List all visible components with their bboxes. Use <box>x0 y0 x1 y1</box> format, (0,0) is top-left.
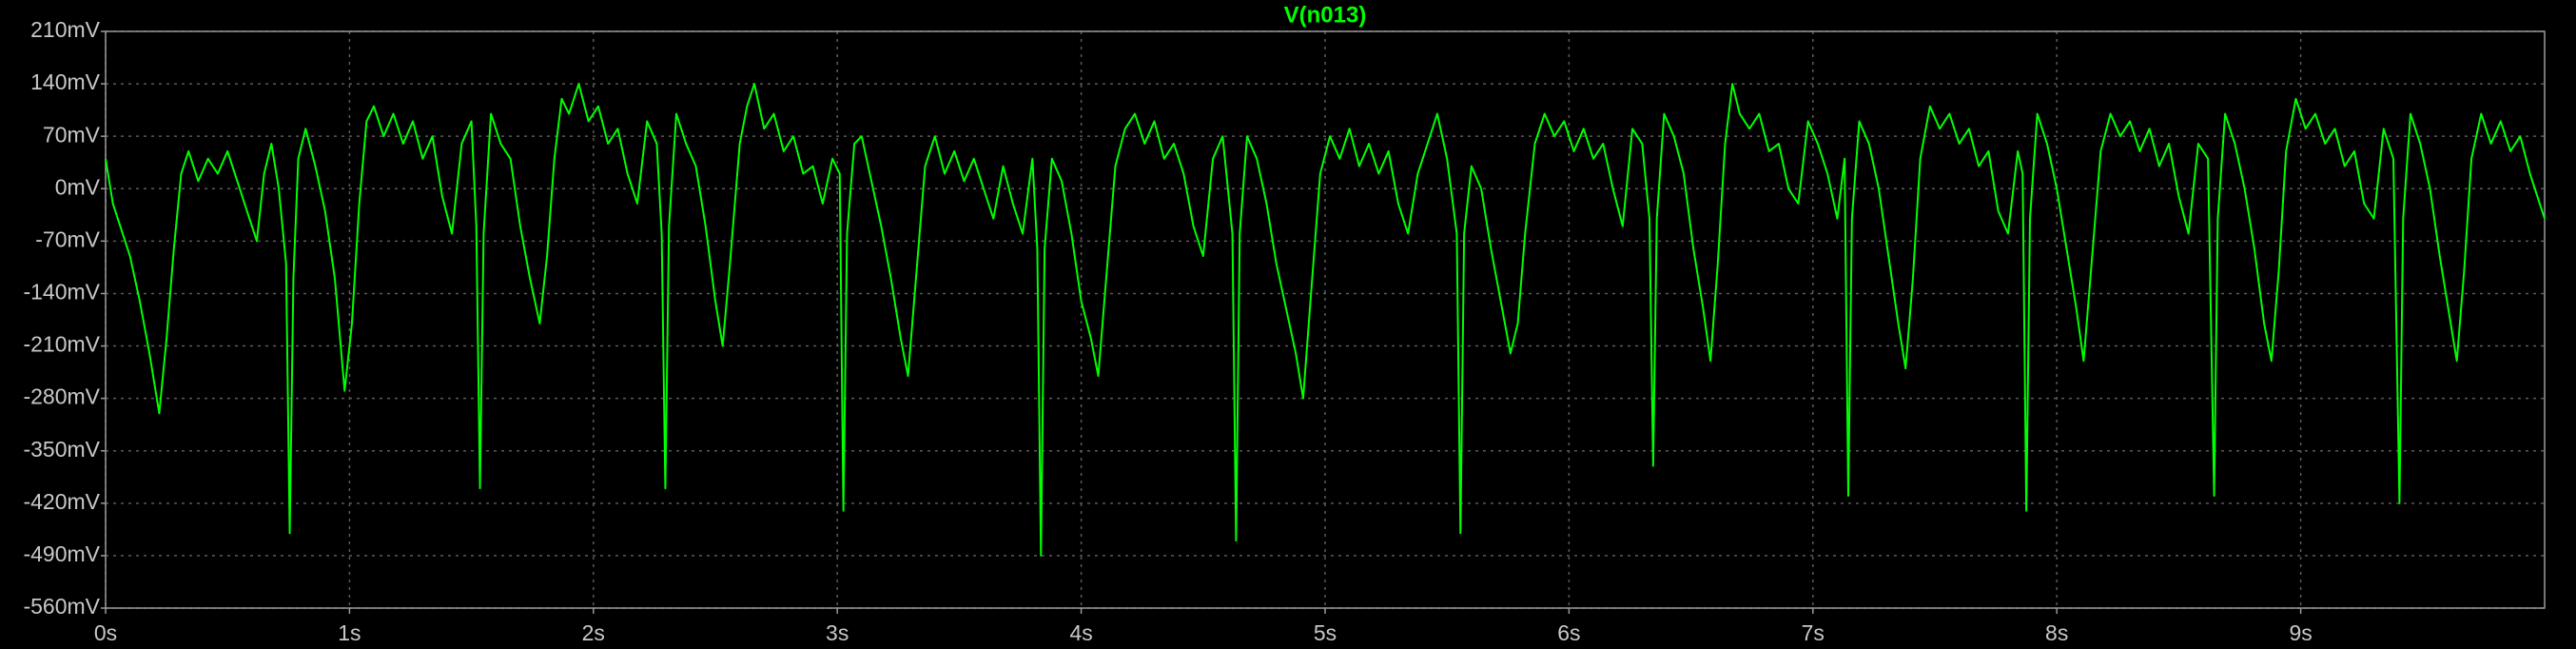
y-tick-label: 140mV <box>30 69 101 94</box>
x-tick-label: 2s <box>582 620 605 645</box>
plot-frame <box>105 30 2546 609</box>
x-tick-label: 7s <box>1802 620 1825 645</box>
x-tick-label: 6s <box>1557 620 1580 645</box>
y-tick-label: -280mV <box>23 384 100 409</box>
x-tick-label: 4s <box>1069 620 1092 645</box>
trace <box>105 83 2546 557</box>
y-tick-label: 0mV <box>55 174 101 199</box>
x-tick-label: 3s <box>826 620 849 645</box>
trace-title: V(n013) <box>1284 2 1367 28</box>
x-tick-label: 8s <box>2045 620 2068 645</box>
y-tick-label: -350mV <box>23 437 100 462</box>
x-tick-label: 5s <box>1314 620 1337 645</box>
x-tick-label: 1s <box>338 620 361 645</box>
y-tick-label: -210mV <box>23 332 100 357</box>
y-tick-label: -560mV <box>23 594 100 619</box>
x-tick-label: 0s <box>94 620 117 645</box>
y-tick-label: 70mV <box>43 122 101 147</box>
y-tick-label: -420mV <box>23 489 100 514</box>
y-tick-label: -140mV <box>23 280 100 305</box>
y-tick-label: 210mV <box>30 17 101 42</box>
y-tick-label: -490mV <box>23 541 100 566</box>
y-tick-label: -70mV <box>35 226 100 251</box>
x-tick-label: 9s <box>2289 620 2312 645</box>
